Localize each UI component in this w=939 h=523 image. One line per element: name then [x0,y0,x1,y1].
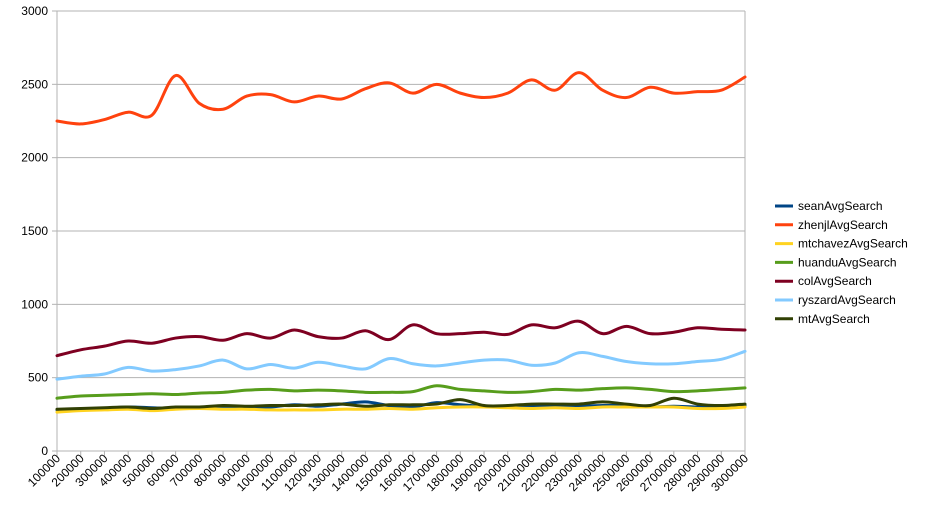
legend-label-colAvgSearch: colAvgSearch [798,274,872,288]
legend-label-zhenjlAvgSearch: zhenjlAvgSearch [798,218,888,232]
legend-label-mtAvgSearch: mtAvgSearch [798,312,870,326]
legend: seanAvgSearch zhenjlAvgSearch mtchavezAvgS… [775,199,908,326]
y-tick-label: 500 [28,371,48,385]
y-tick-label: 1000 [21,297,48,311]
legend-label-ryszardAvgSearch: ryszardAvgSearch [798,293,896,307]
legend-label-seanAvgSearch: seanAvgSearch [798,199,883,213]
axes [52,10,746,456]
series-line-huanduAvgSearch [55,384,747,400]
y-tick-label: 2000 [21,151,48,165]
x-axis-tick-labels: 1000002000003000004000005000006000007000… [25,451,751,494]
series-line-mtchavezAvgSearch [55,405,747,414]
y-tick-label: 1500 [21,224,48,238]
y-tick-label: 0 [41,444,48,458]
y-tick-label: 2500 [21,77,48,91]
data-series [55,71,747,414]
legend-label-mtchavezAvgSearch: mtchavezAvgSearch [798,237,908,251]
y-tick-label: 3000 [21,4,48,18]
grid-lines [57,10,745,379]
series-line-colAvgSearch [55,319,747,358]
series-line-mtAvgSearch [55,396,747,411]
series-line-zhenjlAvgSearch [55,71,747,126]
legend-label-huanduAvgSearch: huanduAvgSearch [798,255,897,269]
y-axis-tick-labels: 0 500 1000 1500 2000 2500 3000 [21,4,48,458]
series-line-ryszardAvgSearch [55,349,747,381]
